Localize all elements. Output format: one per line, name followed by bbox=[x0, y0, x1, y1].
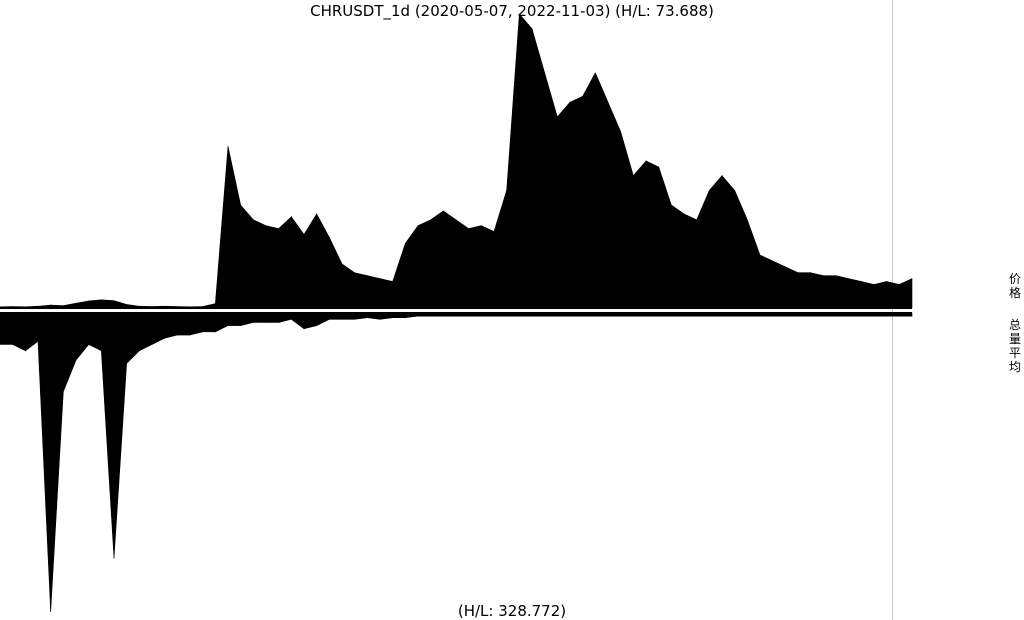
volume-segment bbox=[265, 312, 279, 323]
volume-series bbox=[0, 312, 913, 613]
price-segment bbox=[582, 72, 596, 309]
volume-segment bbox=[126, 312, 140, 365]
price-segment bbox=[671, 204, 685, 309]
volume-segment bbox=[227, 312, 241, 326]
volume-segment bbox=[215, 312, 229, 333]
price-segment bbox=[823, 275, 837, 309]
price-segment bbox=[696, 190, 710, 309]
price-segment bbox=[227, 146, 241, 309]
price-segment bbox=[747, 219, 761, 309]
volume-segment bbox=[113, 312, 127, 559]
price-segment bbox=[265, 225, 279, 309]
volume-segment bbox=[202, 312, 216, 333]
price-segment bbox=[607, 102, 621, 309]
price-segment bbox=[341, 263, 355, 309]
price-segment bbox=[303, 212, 317, 309]
price-segment bbox=[405, 224, 419, 309]
price-segment bbox=[633, 160, 647, 309]
price-segment bbox=[734, 190, 748, 309]
price-segment bbox=[392, 243, 406, 309]
price-segment bbox=[810, 272, 824, 309]
price-segment bbox=[658, 166, 672, 309]
volume-segment bbox=[139, 312, 153, 352]
price-segment bbox=[379, 278, 393, 309]
volume-segment bbox=[50, 312, 64, 613]
price-segment bbox=[683, 213, 697, 309]
volume-segment bbox=[164, 312, 178, 339]
price-segment bbox=[595, 72, 609, 309]
volume-segment bbox=[151, 312, 165, 345]
price-segment bbox=[253, 219, 267, 309]
volume-segment bbox=[240, 312, 254, 326]
volume-segment bbox=[291, 312, 305, 330]
price-segment bbox=[557, 101, 571, 309]
volume-segment bbox=[0, 312, 13, 345]
price-segment bbox=[278, 216, 292, 309]
price-segment bbox=[886, 281, 900, 309]
volume-segment bbox=[75, 312, 89, 362]
volume-segment bbox=[12, 312, 26, 352]
price-segment bbox=[772, 260, 786, 309]
price-segment bbox=[519, 13, 533, 309]
price-segment bbox=[835, 275, 849, 309]
legend-price-label: 价格 bbox=[1008, 272, 1021, 300]
price-segment bbox=[316, 213, 330, 309]
price-segment bbox=[101, 299, 115, 309]
volume-segment bbox=[37, 312, 51, 613]
volume-segment bbox=[303, 312, 317, 330]
price-segment bbox=[215, 146, 229, 309]
price-segment bbox=[848, 278, 862, 309]
price-segment bbox=[569, 95, 583, 309]
volume-segment bbox=[177, 312, 191, 336]
volume-segment bbox=[189, 312, 203, 336]
price-segment bbox=[531, 28, 545, 309]
price-segment bbox=[861, 281, 875, 309]
price-segment bbox=[620, 131, 634, 309]
price-segment bbox=[75, 300, 89, 309]
price-segment bbox=[113, 300, 127, 309]
price-segment bbox=[468, 225, 482, 309]
price-segment bbox=[291, 215, 305, 309]
price-segment bbox=[506, 13, 520, 309]
volume-segment bbox=[278, 312, 292, 323]
price-segment bbox=[430, 210, 444, 309]
price-segment bbox=[88, 299, 102, 309]
price-series bbox=[0, 13, 913, 309]
price-segment bbox=[721, 174, 735, 309]
price-segment bbox=[367, 275, 381, 309]
volume-segment bbox=[101, 312, 115, 559]
price-segment bbox=[417, 219, 431, 309]
legend-volume-label: 总量平均 bbox=[1008, 318, 1021, 374]
price-segment bbox=[240, 204, 254, 309]
chart-footer-label: (H/L: 328.772) bbox=[457, 602, 567, 620]
price-segment bbox=[759, 254, 773, 309]
price-segment bbox=[544, 72, 558, 309]
price-segment bbox=[455, 219, 469, 309]
price-segment bbox=[873, 281, 887, 309]
volume-segment bbox=[253, 312, 267, 323]
price-segment bbox=[645, 160, 659, 309]
volume-segment bbox=[88, 312, 102, 352]
price-segment bbox=[709, 174, 723, 309]
volume-segment bbox=[25, 312, 39, 352]
price-segment bbox=[443, 210, 457, 309]
volume-segment bbox=[316, 312, 330, 327]
price-segment bbox=[329, 237, 343, 309]
price-segment bbox=[481, 225, 495, 309]
price-segment bbox=[785, 266, 799, 309]
price-segment bbox=[899, 278, 913, 309]
chart-title: CHRUSDT_1d (2020-05-07, 2022-11-03) (H/L… bbox=[310, 2, 714, 20]
volume-segment bbox=[63, 312, 77, 392]
price-segment bbox=[493, 190, 507, 309]
price-segment bbox=[354, 272, 368, 309]
price-segment bbox=[797, 272, 811, 309]
